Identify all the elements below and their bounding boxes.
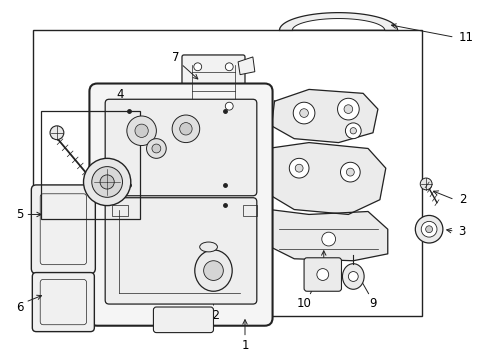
Circle shape bbox=[349, 128, 356, 134]
Text: 12: 12 bbox=[205, 309, 221, 322]
Bar bbox=[243, 204, 256, 216]
Ellipse shape bbox=[194, 250, 232, 291]
Polygon shape bbox=[271, 89, 377, 143]
Circle shape bbox=[337, 98, 359, 120]
Circle shape bbox=[295, 164, 303, 172]
Circle shape bbox=[321, 232, 335, 246]
Circle shape bbox=[152, 144, 161, 153]
Text: 4: 4 bbox=[116, 88, 123, 101]
Circle shape bbox=[83, 158, 130, 206]
Polygon shape bbox=[238, 57, 254, 75]
FancyBboxPatch shape bbox=[32, 273, 94, 332]
Circle shape bbox=[172, 115, 199, 143]
Circle shape bbox=[225, 102, 233, 110]
Circle shape bbox=[293, 102, 314, 124]
Polygon shape bbox=[264, 210, 387, 261]
Circle shape bbox=[414, 215, 442, 243]
Polygon shape bbox=[279, 13, 397, 30]
Circle shape bbox=[289, 158, 308, 178]
FancyBboxPatch shape bbox=[89, 84, 272, 326]
Circle shape bbox=[345, 123, 361, 139]
Circle shape bbox=[146, 139, 166, 158]
FancyBboxPatch shape bbox=[105, 198, 256, 304]
Circle shape bbox=[425, 226, 432, 233]
Polygon shape bbox=[264, 143, 385, 215]
Ellipse shape bbox=[342, 264, 364, 289]
FancyBboxPatch shape bbox=[153, 307, 213, 333]
Text: 3: 3 bbox=[458, 225, 465, 238]
Text: 2: 2 bbox=[458, 193, 465, 206]
FancyBboxPatch shape bbox=[304, 258, 341, 291]
Circle shape bbox=[126, 116, 156, 145]
Circle shape bbox=[203, 261, 223, 280]
Text: 8: 8 bbox=[320, 270, 327, 283]
Text: 1: 1 bbox=[241, 339, 248, 352]
Circle shape bbox=[347, 271, 358, 282]
Circle shape bbox=[100, 175, 114, 189]
Bar bbox=[33, 30, 421, 316]
Circle shape bbox=[92, 167, 122, 197]
Circle shape bbox=[340, 162, 360, 182]
Circle shape bbox=[344, 105, 352, 113]
Circle shape bbox=[225, 63, 233, 71]
Circle shape bbox=[316, 269, 328, 280]
Ellipse shape bbox=[199, 242, 217, 252]
Circle shape bbox=[419, 178, 431, 190]
FancyBboxPatch shape bbox=[31, 185, 95, 274]
Circle shape bbox=[50, 126, 64, 140]
Bar bbox=[41, 111, 140, 219]
Circle shape bbox=[180, 123, 192, 135]
Circle shape bbox=[299, 109, 308, 117]
Text: 7: 7 bbox=[172, 51, 180, 64]
FancyBboxPatch shape bbox=[182, 55, 244, 118]
Text: 9: 9 bbox=[368, 297, 376, 310]
Text: 5: 5 bbox=[16, 208, 23, 221]
Circle shape bbox=[135, 124, 148, 138]
Circle shape bbox=[420, 221, 436, 237]
Text: 6: 6 bbox=[16, 301, 23, 315]
Text: 10: 10 bbox=[296, 297, 311, 310]
Bar bbox=[112, 204, 127, 216]
Circle shape bbox=[193, 63, 201, 71]
Circle shape bbox=[346, 168, 353, 176]
Text: 11: 11 bbox=[458, 31, 473, 44]
FancyBboxPatch shape bbox=[105, 99, 256, 196]
